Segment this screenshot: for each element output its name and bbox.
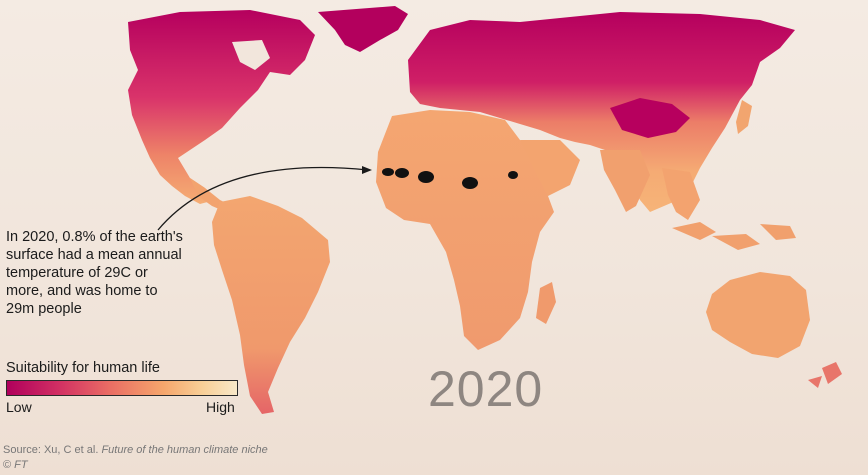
annotation-line: 29m people [6, 301, 82, 317]
year-label: 2020 [428, 361, 544, 417]
australia-shape [706, 272, 810, 358]
extreme-heat-area [418, 171, 434, 183]
india-shape [600, 150, 650, 212]
extreme-heat-area [382, 168, 394, 176]
legend-high-label: High [206, 399, 235, 415]
south-america-shape [212, 196, 330, 414]
source-prefix: Source: Xu, C et al. [3, 444, 102, 456]
greenland-shape [318, 6, 408, 52]
legend-low-label: Low [6, 399, 32, 415]
extreme-heat-areas [382, 168, 518, 189]
source-title: Future of the human climate niche [101, 444, 268, 456]
copyright-symbol: © [3, 459, 15, 471]
hudson-bay-shape [232, 40, 270, 70]
source-credit: Source: Xu, C et al. Future of the human… [3, 444, 268, 456]
extreme-heat-area [395, 168, 409, 178]
africa-shape [376, 110, 554, 350]
publisher: FT [14, 459, 28, 471]
extreme-heat-area [508, 171, 518, 179]
se-asia-shape [662, 168, 700, 220]
madagascar-shape [536, 282, 556, 324]
new-zealand-shape [808, 362, 842, 388]
copyright: © FT [3, 459, 28, 471]
annotation-line: In 2020, 0.8% of the earth's [6, 229, 183, 245]
annotation-text: In 2020, 0.8% of the earth's surface had… [6, 228, 216, 318]
extreme-heat-area [462, 177, 478, 189]
japan-shape [736, 100, 752, 134]
annotation-line: temperature of 29C or [6, 265, 148, 281]
annotation-arrow [157, 166, 369, 231]
annotation-line: surface had a mean annual [6, 247, 182, 263]
eurasia-shape [408, 12, 795, 212]
annotation-line: more, and was home to [6, 283, 158, 299]
annotation-arrowhead [362, 166, 372, 174]
north-america-shape [128, 10, 315, 204]
legend-color-bar [6, 380, 238, 396]
indonesia-shape [672, 222, 796, 250]
tibet-shape [610, 98, 690, 138]
legend-title: Suitability for human life [6, 360, 160, 376]
